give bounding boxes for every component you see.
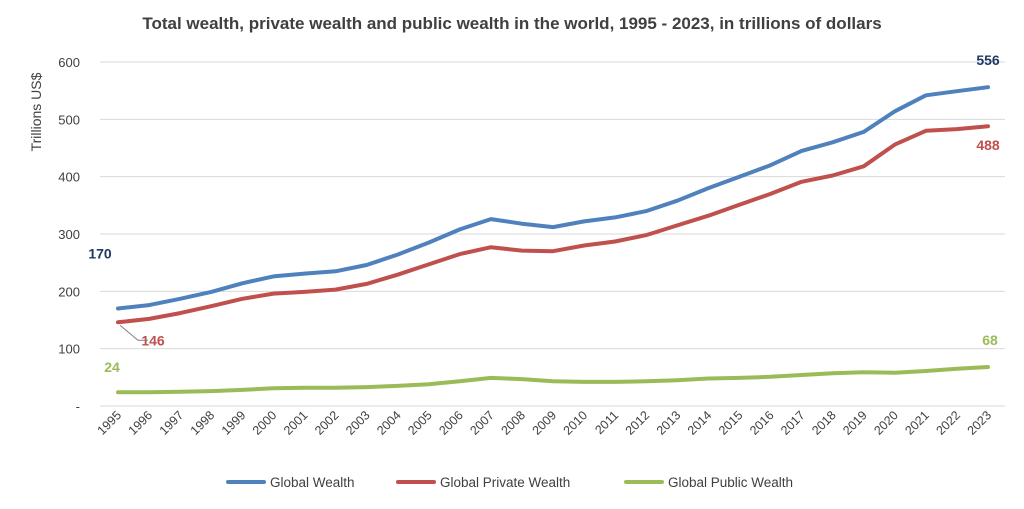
x-tick-label: 2011	[592, 408, 621, 437]
x-tick-label: 2000	[250, 408, 280, 438]
data-label: 170	[88, 246, 112, 262]
series-line-global-wealth	[116, 85, 990, 311]
x-tick-label: 2018	[809, 408, 839, 438]
x-tick-label: 1999	[219, 408, 249, 438]
y-tick-label: -	[76, 399, 80, 414]
x-tick-label: 2021	[902, 408, 932, 438]
x-tick-label: 1997	[157, 408, 187, 438]
x-tick-label: 2010	[561, 408, 591, 438]
x-tick-label: 2013	[654, 408, 684, 438]
data-label: 556	[976, 52, 1000, 68]
y-tick-label: 400	[58, 170, 80, 185]
data-label: 68	[982, 332, 998, 348]
y-axis-label: Trillions US$	[28, 72, 44, 151]
label-leader-line	[119, 324, 148, 341]
x-axis: 1995 1996 1997 1998 1999 2000 2001 2002 2003 2004…	[95, 405, 1005, 438]
x-tick-label: 2019	[840, 408, 870, 438]
legend-label: Global Wealth	[270, 475, 355, 490]
data-labels: 170 556 146 488 24 68	[88, 52, 1000, 375]
x-tick-label: 1995	[95, 408, 125, 438]
x-tick-label: 2009	[530, 408, 560, 438]
x-tick-label: 2008	[498, 408, 528, 438]
y-tick-label: 500	[58, 112, 80, 127]
data-label: 24	[104, 359, 120, 375]
x-tick-label: 2012	[623, 408, 653, 438]
chart-title: Total wealth, private wealth and public …	[142, 14, 882, 33]
x-tick-label: 2022	[933, 408, 963, 438]
x-tick-label: 2002	[312, 408, 342, 438]
y-tick-label: 600	[58, 55, 80, 70]
series-line-global-private-wealth	[116, 124, 990, 325]
x-tick-label: 2005	[405, 408, 435, 438]
series-lines	[116, 85, 990, 395]
x-tick-label: 2017	[778, 408, 808, 438]
data-label: 146	[141, 332, 165, 348]
series-line-global-public-wealth	[116, 365, 990, 395]
data-label: 488	[976, 137, 1000, 153]
x-tick-label: 2023	[965, 408, 995, 438]
y-axis: - 100 200 300 400 500 600	[58, 55, 80, 414]
x-tick-label: 1998	[188, 408, 218, 438]
x-tick-label: 2007	[467, 408, 497, 438]
legend-label: Global Public Wealth	[668, 475, 793, 490]
x-tick-label: 2015	[716, 408, 746, 438]
x-tick-label: 2006	[436, 408, 466, 438]
x-tick-label: 2020	[871, 408, 901, 438]
x-tick-label: 2003	[343, 408, 373, 438]
x-tick-label: 1996	[126, 408, 156, 438]
x-tick-label: 2014	[685, 408, 715, 438]
x-tick-label: 2016	[747, 408, 777, 438]
y-tick-label: 300	[58, 227, 80, 242]
x-tick-label: 2004	[374, 408, 404, 438]
legend: Global Wealth Global Private Wealth Global…	[226, 475, 793, 490]
legend-label: Global Private Wealth	[440, 475, 570, 490]
y-tick-label: 100	[58, 342, 80, 357]
x-tick-label: 2001	[281, 408, 311, 438]
y-tick-label: 200	[58, 284, 80, 299]
gridlines	[100, 61, 1005, 350]
